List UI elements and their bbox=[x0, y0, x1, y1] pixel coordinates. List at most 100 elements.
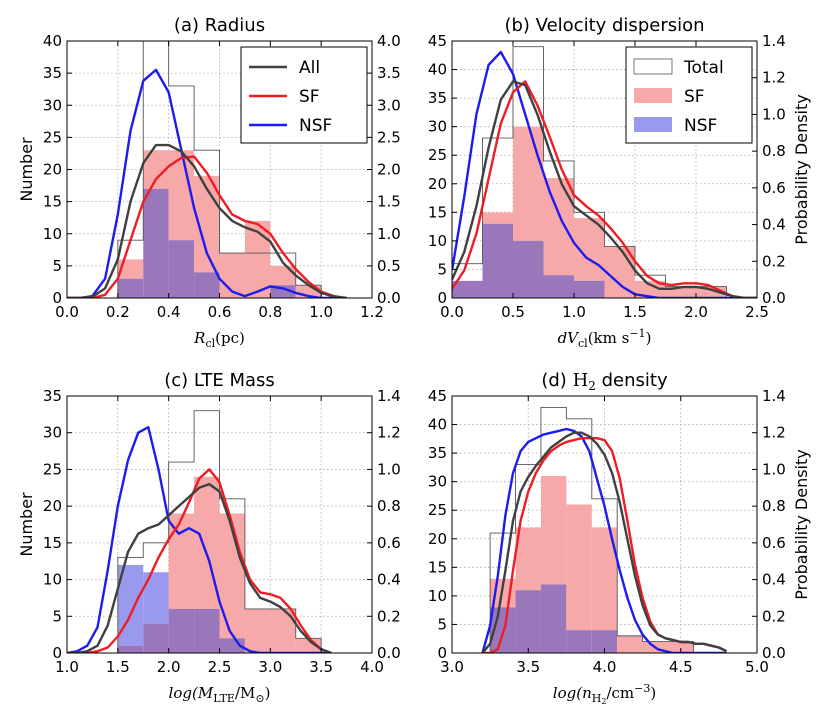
y-tick-label-left: 0 bbox=[52, 644, 62, 662]
y-tick-label-right: 3.5 bbox=[377, 64, 401, 82]
y-tick-label-left: 30 bbox=[428, 473, 447, 491]
x-tick-label: 1.0 bbox=[55, 658, 79, 676]
y-tick-label-right: 0.0 bbox=[762, 644, 786, 662]
bar-sf bbox=[543, 178, 574, 276]
y-tick-label-left: 20 bbox=[43, 161, 62, 179]
y-axis-label-left: Number bbox=[17, 137, 36, 202]
bar-overlap bbox=[515, 590, 541, 653]
x-axis-label: Rcl(pc) bbox=[193, 329, 245, 350]
bar-overlap bbox=[168, 240, 195, 298]
legend-entry: All bbox=[299, 58, 320, 78]
y-tick-label-right: 1.2 bbox=[762, 424, 786, 442]
y-tick-label-right: 1.4 bbox=[762, 32, 786, 50]
bar-sf bbox=[515, 527, 541, 591]
legend-entry: NSF bbox=[299, 116, 332, 136]
y-tick-label-left: 0 bbox=[437, 644, 447, 662]
x-tick-label: 3.0 bbox=[440, 658, 464, 676]
y-tick-label-right: 1.0 bbox=[377, 225, 401, 243]
y-tick-label-right: 0.6 bbox=[762, 179, 786, 197]
x-tick-label: 4.5 bbox=[669, 658, 693, 676]
kde-all-line bbox=[452, 80, 757, 298]
kde-sf-line bbox=[67, 155, 347, 298]
legend-entry: SF bbox=[299, 87, 320, 107]
x-tick-label: 0.2 bbox=[106, 303, 130, 321]
x-tick-label: 2.5 bbox=[208, 658, 232, 676]
y-tick-label-right: 0.6 bbox=[762, 534, 786, 552]
y-tick-label-right: 0.4 bbox=[762, 571, 786, 589]
chart-title: (d) H2 density bbox=[541, 370, 668, 393]
x-axis-label: log(MLTE/M⊙) bbox=[169, 684, 271, 705]
y-tick-label-left: 40 bbox=[43, 32, 62, 50]
y-tick-label-left: 5 bbox=[437, 260, 447, 278]
x-tick-label: 3.5 bbox=[516, 658, 540, 676]
y-tick-label-left: 15 bbox=[428, 203, 447, 221]
kde-all-line bbox=[67, 482, 332, 653]
y-tick-label-right: 1.4 bbox=[377, 387, 401, 405]
y-tick-label-left: 25 bbox=[428, 501, 447, 519]
bar-overlap bbox=[591, 630, 618, 653]
y-tick-label-left: 35 bbox=[428, 89, 447, 107]
y-tick-label-right: 1.5 bbox=[377, 193, 401, 211]
bar-overlap bbox=[513, 240, 544, 298]
kde-nsf-line bbox=[67, 426, 332, 653]
bar-total-outline bbox=[452, 46, 727, 298]
y-tick-label-left: 30 bbox=[43, 424, 62, 442]
x-tick-label: 5.0 bbox=[745, 658, 769, 676]
y-tick-label-left: 10 bbox=[43, 225, 62, 243]
bar-overlap bbox=[543, 275, 574, 298]
kde-nsf-line bbox=[452, 50, 757, 298]
x-tick-label: 4.0 bbox=[360, 658, 384, 676]
y-axis-label-right: Probability Density bbox=[792, 449, 811, 600]
y-tick-label-left: 15 bbox=[43, 193, 62, 211]
y-tick-label-left: 5 bbox=[52, 257, 62, 275]
bar-sf bbox=[168, 150, 195, 241]
y-tick-label-left: 0 bbox=[437, 289, 447, 307]
y-tick-label-left: 5 bbox=[437, 615, 447, 633]
bar-sf bbox=[540, 475, 567, 585]
y-tick-label-left: 45 bbox=[428, 387, 447, 405]
x-tick-label: 3.0 bbox=[258, 658, 282, 676]
y-tick-label-left: 10 bbox=[428, 587, 447, 605]
bar-overlap bbox=[194, 272, 220, 298]
y-axis-label-right: Probability Density bbox=[792, 94, 811, 245]
bar-overlap bbox=[194, 608, 220, 653]
y-tick-label-left: 35 bbox=[428, 444, 447, 462]
y-tick-label-left: 25 bbox=[43, 460, 62, 478]
bar-sf bbox=[635, 280, 666, 298]
y-tick-label-right: 0.8 bbox=[377, 497, 401, 515]
x-tick-label: 2.5 bbox=[745, 303, 769, 321]
y-tick-label-right: 0.4 bbox=[762, 216, 786, 234]
y-tick-label-right: 0.0 bbox=[377, 644, 401, 662]
bar-sf bbox=[665, 286, 696, 298]
y-tick-label-left: 30 bbox=[428, 118, 447, 136]
x-tick-label: 0.5 bbox=[501, 303, 525, 321]
legend-entry: SF bbox=[684, 87, 705, 107]
kde-nsf-line bbox=[481, 427, 727, 653]
bar-sf bbox=[566, 504, 592, 631]
bar-overlap bbox=[168, 608, 195, 653]
y-tick-label-left: 25 bbox=[428, 146, 447, 164]
bar-overlap bbox=[117, 278, 144, 298]
bar-sf bbox=[270, 608, 296, 653]
plot-area bbox=[67, 410, 332, 653]
bar-nsf bbox=[117, 564, 144, 646]
y-tick-label-left: 40 bbox=[428, 61, 447, 79]
bar-sf bbox=[513, 126, 544, 241]
bar-overlap bbox=[143, 623, 169, 653]
y-tick-label-left: 10 bbox=[428, 232, 447, 250]
y-tick-label-right: 0.2 bbox=[762, 607, 786, 625]
y-tick-label-right: 0.0 bbox=[377, 289, 401, 307]
bar-overlap bbox=[452, 280, 483, 298]
plot-area bbox=[452, 46, 757, 298]
chart-title: (c) LTE Mass bbox=[164, 370, 275, 391]
legend-entry: NSF bbox=[684, 116, 717, 136]
x-axis-label: log(nH2/cm−3) bbox=[553, 682, 656, 706]
legend-entry: Total bbox=[683, 58, 724, 78]
y-tick-label-left: 35 bbox=[43, 64, 62, 82]
y-tick-label-right: 1.0 bbox=[762, 105, 786, 123]
panel-b: 0.0 0.5 1.0 1.5 2.0 2.5 0 5 10 15 20 25 30 35 40 45 0.0 0… bbox=[428, 15, 811, 350]
kde-nsf-line bbox=[67, 68, 347, 298]
plot-area bbox=[67, 41, 347, 298]
bar-overlap bbox=[117, 645, 144, 653]
